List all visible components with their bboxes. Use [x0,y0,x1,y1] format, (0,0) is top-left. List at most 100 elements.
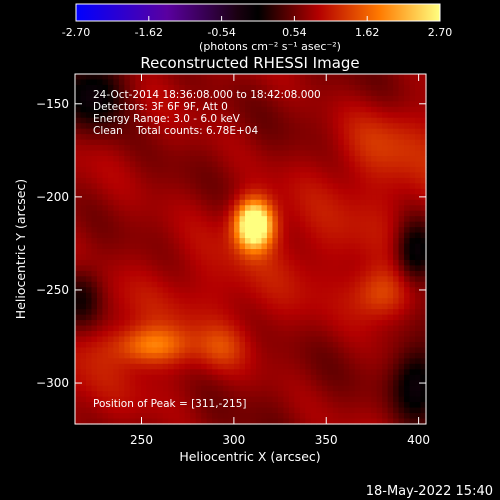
heatmap-cell [299,402,306,409]
heatmap-cell [124,249,131,256]
heatmap-cell [124,374,131,381]
heatmap-cell [217,281,224,288]
heatmap-cell [245,259,252,267]
heatmap-cell [85,276,93,283]
heatmap-cell [151,128,158,135]
heatmap-cell [107,95,114,102]
heatmap-cell [129,128,136,135]
heatmap-cell [415,407,422,414]
heatmap-cell [195,74,202,81]
heatmap-cell [217,188,224,195]
heatmap-cell [283,325,290,332]
heatmap-cell [404,123,411,130]
heatmap-cell [376,84,383,92]
heatmap-cell [266,194,274,201]
heatmap-cell [415,232,422,239]
heatmap-cell [168,84,175,92]
heatmap-cell [135,210,142,217]
heatmap-cell [157,309,164,316]
heatmap-cell [157,128,164,135]
heatmap-cell [107,117,114,124]
heatmap-cell [135,156,142,163]
heatmap-cell [250,298,257,305]
heatmap-cell [387,385,394,392]
heatmap-cell [393,358,400,365]
heatmap-cell [321,216,328,223]
heatmap-cell [365,183,372,190]
heatmap-cell [162,292,169,299]
heatmap-cell [206,325,213,332]
heatmap-cell [168,79,175,86]
heatmap-cell [195,413,202,420]
heatmap-cell [360,259,367,267]
heatmap-cell [239,199,246,206]
heatmap-cell [151,95,158,102]
heatmap-cell [129,210,136,217]
heatmap-cell [398,243,405,250]
heatmap-cell [234,243,241,250]
heatmap-cell [349,396,356,403]
heatmap-cell [190,309,197,316]
heatmap-cell [80,413,87,420]
heatmap-cell [376,413,383,420]
heatmap-cell [234,336,241,343]
heatmap-cell [360,128,367,135]
heatmap-cell [354,243,361,250]
heatmap-cell [217,123,224,130]
heatmap-cell [343,281,350,288]
heatmap-cell [190,254,197,261]
heatmap-cell [245,276,252,283]
heatmap-cell [129,391,136,398]
heatmap-cell [80,227,87,234]
heatmap-cell [85,292,93,299]
heatmap-cell [338,79,345,86]
heatmap-cell [305,199,312,206]
heatmap-cell [283,259,290,267]
heatmap-cell [409,413,416,420]
heatmap-cell [332,358,339,365]
heatmap-cell [382,407,389,414]
heatmap-cell [332,95,339,102]
heatmap-cell [239,287,246,294]
heatmap-cell [310,396,317,403]
heatmap-cell [118,391,125,398]
heatmap-cell [135,314,142,321]
heatmap-cell [162,238,169,245]
heatmap-cell [321,188,328,195]
heatmap-cell [327,205,334,212]
heatmap-cell [201,363,208,370]
heatmap-cell [157,249,164,256]
heatmap-cell [327,363,334,370]
heatmap-cell [217,369,224,376]
heatmap-cell [266,227,274,234]
heatmap-cell [338,281,345,288]
heatmap-cell [365,413,372,420]
heatmap-cell [151,221,158,228]
heatmap-cell [173,166,180,174]
heatmap-cell [261,418,268,425]
heatmap-cell [173,221,180,228]
heatmap-cell [255,396,263,403]
heatmap-cell [102,265,109,272]
heatmap-cell [168,276,175,283]
heatmap-cell [327,314,334,321]
heatmap-cell [371,90,378,97]
heatmap-cell [305,314,312,321]
heatmap-cell [239,298,246,305]
heatmap-cell [228,123,235,130]
heatmap-cell [420,134,427,141]
heatmap-cell [195,396,202,403]
heatmap-cell [124,156,131,163]
heatmap-cell [371,177,378,184]
heatmap-cell [151,101,158,108]
heatmap-cell [404,150,411,157]
heatmap-cell [223,320,230,327]
heatmap-cell [162,134,169,141]
heatmap-cell [283,276,290,283]
heatmap-cell [217,385,224,392]
heatmap-cell [135,172,142,179]
heatmap-cell [228,238,235,245]
heatmap-cell [91,112,98,119]
heatmap-cell [321,112,328,119]
heatmap-cell [288,309,295,316]
